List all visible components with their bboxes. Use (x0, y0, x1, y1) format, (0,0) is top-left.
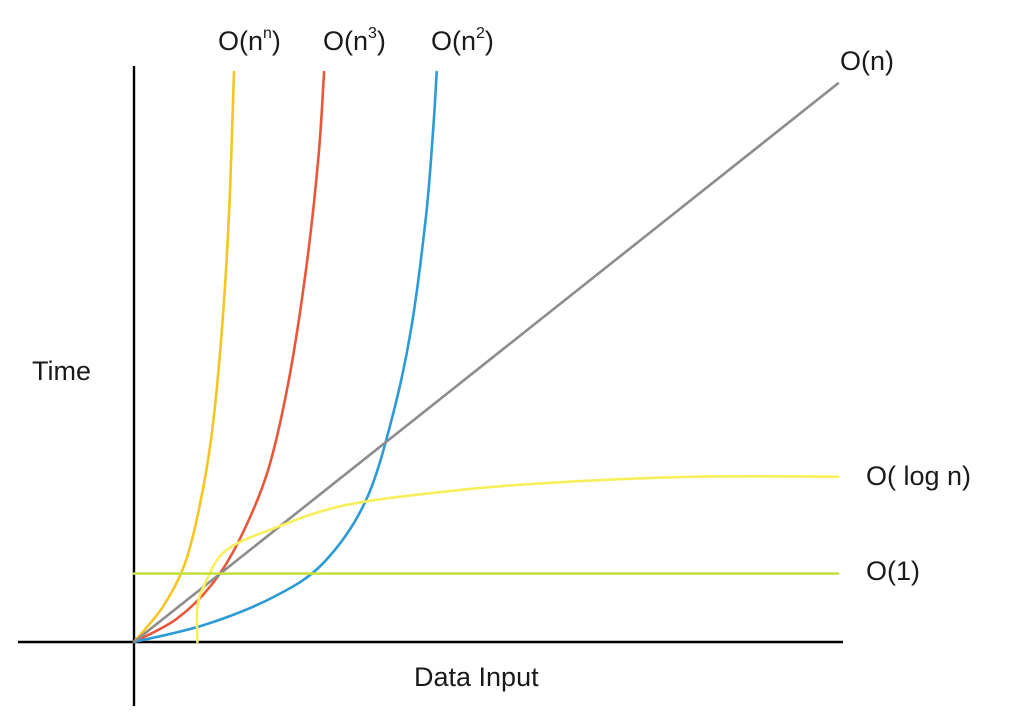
series-label-6: O(1) (866, 556, 920, 586)
series-label-4: O(n) (840, 46, 894, 76)
series-line-4 (132, 82, 840, 644)
series-label-5: O( log n) (866, 461, 971, 491)
series-line-2 (132, 70, 326, 644)
series-line-1 (132, 70, 236, 644)
series-label-2: O(n3) (323, 25, 386, 56)
x-axis-label: Data Input (414, 662, 539, 692)
series-label-1: O(nn) (218, 25, 281, 56)
series-line-5 (195, 475, 840, 644)
series-group (132, 70, 840, 644)
series-line-3 (132, 70, 438, 644)
y-axis-label: Time (32, 356, 91, 386)
series-label-3: O(n2) (431, 25, 494, 56)
series-labels: O(nn) O(n3) O(n2) O(n) O( log n) O(1) (218, 25, 971, 586)
